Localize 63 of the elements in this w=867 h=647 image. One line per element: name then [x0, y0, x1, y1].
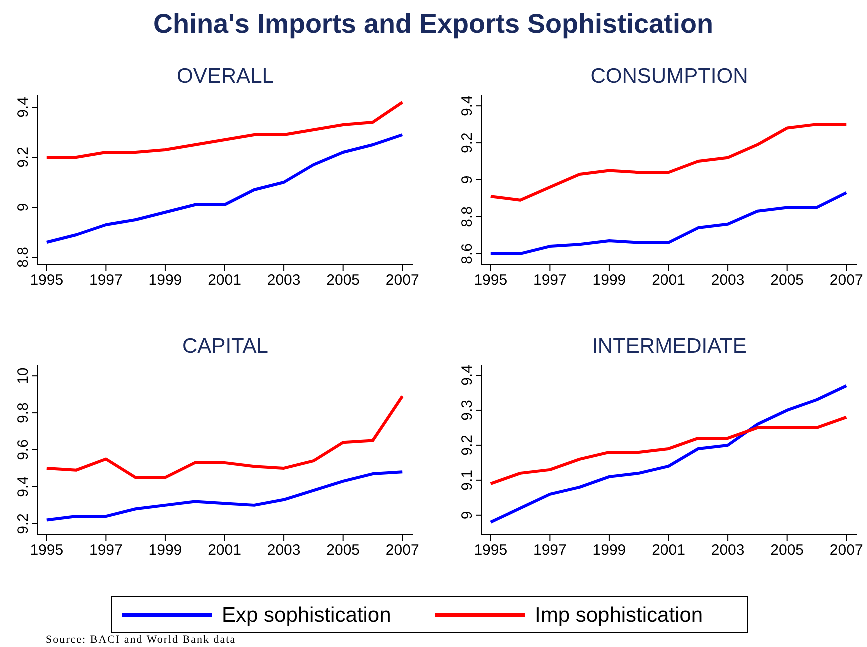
chart-title: CAPITAL [182, 335, 268, 358]
x-tick-label: 1999 [592, 272, 626, 289]
x-tick-label: 1997 [89, 542, 123, 559]
chart-title: OVERALL [177, 65, 274, 88]
y-tick-label: 9.2 [15, 513, 32, 534]
x-tick-label: 1997 [533, 272, 567, 289]
y-tick-label: 9.4 [459, 365, 476, 386]
x-tick-label: 2007 [386, 542, 420, 559]
x-tick-label: 2001 [652, 272, 686, 289]
y-tick-label: 9.4 [15, 97, 32, 118]
x-tick-label: 2007 [386, 272, 420, 289]
x-tick-label: 1995 [474, 542, 508, 559]
x-tick-label: 2001 [652, 542, 686, 559]
y-tick-label: 9.6 [15, 440, 32, 460]
x-tick-label: 2005 [326, 542, 360, 559]
line-series [45, 134, 404, 244]
y-tick-label: 9.2 [15, 147, 32, 168]
y-tick-label: 9.2 [459, 132, 476, 154]
x-tick-label: 2003 [711, 542, 745, 559]
legend-label: Exp sophistication [222, 604, 392, 627]
x-tick-label: 1995 [30, 542, 64, 559]
x-tick-label: 1999 [592, 542, 626, 559]
line-series [45, 394, 404, 480]
x-tick-label: 2007 [830, 542, 864, 559]
x-tick-label: 2007 [830, 272, 864, 289]
x-tick-label: 2005 [326, 272, 360, 289]
x-tick-label: 1997 [533, 542, 567, 559]
x-tick-label: 2001 [208, 272, 242, 289]
y-tick-label: 8.8 [459, 206, 476, 228]
text: China's Imports and Exports Sophistication [154, 9, 714, 39]
x-tick-label: 1999 [148, 542, 182, 559]
x-tick-label: 2005 [770, 542, 804, 559]
x-tick-label: 1995 [30, 272, 64, 289]
y-tick-label: 8.8 [15, 247, 32, 268]
x-tick-label: 1995 [474, 272, 508, 289]
y-tick-label: 10 [15, 368, 32, 384]
x-tick-label: 1997 [89, 272, 123, 289]
line-series [45, 470, 404, 522]
chart-title: CONSUMPTION [590, 65, 748, 88]
y-tick-label: 9.2 [459, 435, 476, 456]
line-series [489, 384, 848, 524]
y-tick-label: 9.4 [15, 476, 32, 498]
x-tick-label: 2001 [208, 542, 242, 559]
source-note: Source: BACI and World Bank data [46, 634, 236, 646]
y-tick-label: 9.3 [459, 400, 476, 421]
line-series [489, 416, 848, 486]
x-tick-label: 2003 [267, 272, 301, 289]
line-series [489, 191, 848, 256]
legend-label: Imp sophistication [535, 604, 704, 627]
x-tick-label: 2005 [770, 272, 804, 289]
y-tick-label: 9 [459, 176, 476, 184]
x-tick-label: 2003 [267, 542, 301, 559]
line-series [489, 123, 848, 202]
line-series [45, 101, 404, 159]
y-tick-label: 9.4 [459, 96, 476, 117]
y-tick-label: 9.8 [15, 402, 32, 424]
y-tick-label: 8.6 [459, 243, 476, 264]
y-tick-label: 9.1 [459, 470, 476, 491]
y-tick-label: 9 [459, 511, 476, 520]
chart-title: INTERMEDIATE [592, 335, 747, 358]
y-tick-label: 9 [15, 203, 32, 212]
x-tick-label: 1999 [148, 272, 182, 289]
x-tick-label: 2003 [711, 272, 745, 289]
